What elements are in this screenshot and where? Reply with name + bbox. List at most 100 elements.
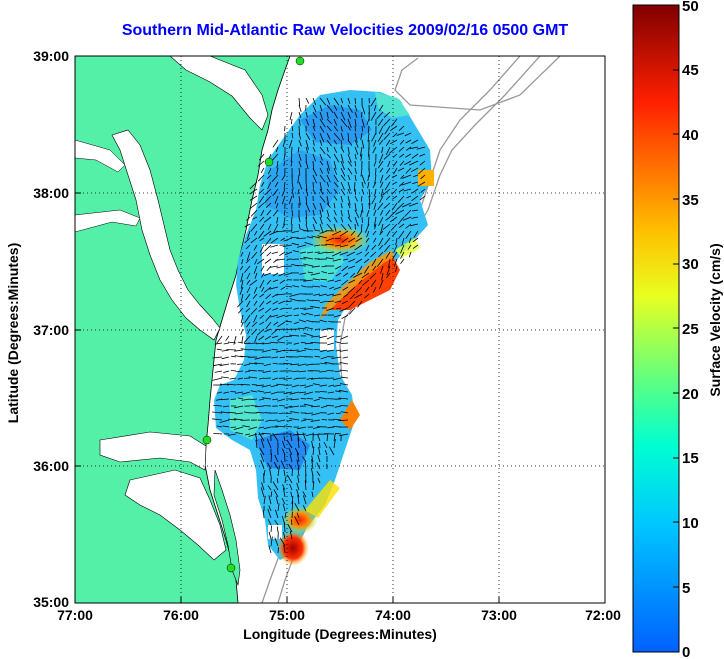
- velocity-arrow: [298, 327, 307, 330]
- velocity-arrow: [249, 202, 258, 210]
- velocity-arrow: [313, 314, 321, 317]
- velocity-arrow: [319, 370, 328, 373]
- velocity-arrow: [326, 132, 331, 140]
- velocity-arrow: [284, 251, 293, 256]
- velocity-arrow: [264, 335, 272, 341]
- velocity-arrow: [297, 468, 300, 477]
- velocity-arrow: [290, 411, 300, 414]
- velocity-arrow: [263, 286, 272, 293]
- velocity-arrow: [260, 487, 265, 498]
- velocity-arrow: [241, 321, 244, 327]
- velocity-arrow: [304, 448, 307, 456]
- velocity-arrow: [381, 272, 384, 281]
- velocity-arrow: [251, 321, 258, 327]
- velocity-arrow: [219, 383, 230, 386]
- velocity-arrow: [333, 153, 340, 163]
- velocity-arrow: [385, 146, 391, 155]
- velocity-arrow: [282, 223, 286, 229]
- velocity-arrow: [368, 195, 371, 206]
- velocity-arrow: [364, 293, 370, 299]
- velocity-arrow: [412, 209, 419, 212]
- velocity-arrow: [311, 440, 314, 449]
- velocity-arrow: [272, 398, 279, 401]
- velocity-arrow: [254, 230, 258, 236]
- velocity-arrow: [326, 118, 332, 125]
- velocity-arrow: [246, 286, 251, 294]
- velocity-arrow: [386, 230, 391, 237]
- velocity-arrow: [378, 279, 384, 290]
- velocity-arrow: [333, 146, 338, 153]
- velocity-arrow: [354, 223, 356, 230]
- velocity-arrow: [302, 491, 307, 498]
- velocity-arrow: [339, 244, 349, 248]
- velocity-arrow: [313, 293, 321, 296]
- velocity-arrow: [258, 426, 265, 429]
- velocity-arrow: [391, 195, 398, 200]
- velocity-arrow: [378, 104, 384, 112]
- velocity-arrow: [272, 139, 279, 148]
- velocity-arrow: [261, 272, 265, 278]
- velocity-arrow: [297, 494, 300, 505]
- velocity-arrow: [328, 272, 335, 274]
- velocity-arrow: [270, 384, 279, 388]
- velocity-arrow: [319, 195, 326, 203]
- velocity-arrow: [294, 503, 300, 512]
- velocity-arrow: [347, 167, 353, 175]
- velocity-arrow: [380, 223, 384, 234]
- velocity-arrow: [273, 489, 279, 498]
- velocity-arrow: [339, 230, 349, 237]
- velocity-arrow: [340, 405, 349, 407]
- velocity-arrow: [340, 216, 344, 223]
- velocity-arrow: [277, 419, 286, 422]
- velocity-arrow: [237, 377, 244, 380]
- velocity-arrow: [400, 174, 405, 180]
- velocity-arrow: [263, 469, 266, 477]
- velocity-arrow: [213, 363, 223, 367]
- velocity-arrow: [303, 332, 314, 337]
- velocity-arrow: [373, 104, 377, 112]
- velocity-arrow: [406, 146, 412, 151]
- velocity-arrow: [396, 202, 405, 210]
- velocity-arrow: [298, 319, 307, 323]
- velocity-arrow: [398, 223, 405, 229]
- velocity-arrow: [275, 509, 279, 519]
- velocity-arrow: [331, 356, 342, 359]
- velocity-arrow: [283, 469, 286, 477]
- velocity-arrow: [377, 160, 384, 169]
- velocity-arrow: [311, 412, 321, 416]
- velocity-arrow: [334, 370, 342, 372]
- velocity-arrow: [302, 432, 307, 442]
- velocity-arrow: [286, 439, 293, 449]
- velocity-arrow: [405, 153, 412, 158]
- velocity-arrow: [326, 216, 332, 223]
- velocity-arrow: [368, 188, 371, 197]
- velocity-arrow: [401, 237, 405, 246]
- velocity-arrow: [290, 160, 293, 167]
- velocity-arrow: [265, 202, 272, 208]
- velocity-arrow: [305, 160, 309, 170]
- velocity-arrow: [245, 370, 251, 373]
- velocity-arrow: [390, 125, 398, 132]
- velocity-arrow: [289, 418, 300, 421]
- velocity-arrow: [275, 146, 279, 152]
- velocity-arrow: [378, 153, 384, 164]
- velocity-arrow: [291, 125, 294, 132]
- velocity-arrow: [399, 139, 405, 145]
- velocity-arrow: [300, 313, 307, 316]
- velocity-arrow: [291, 242, 300, 246]
- velocity-arrow: [289, 334, 300, 337]
- colorbar-tick-label: 10: [682, 515, 699, 532]
- velocity-arrow: [410, 223, 419, 227]
- velocity-arrow: [385, 174, 391, 181]
- velocity-arrow: [361, 118, 365, 128]
- velocity-arrow: [313, 349, 321, 351]
- velocity-arrow: [303, 263, 314, 267]
- velocity-arrow: [334, 244, 342, 247]
- velocity-arrow: [250, 223, 258, 232]
- velocity-arrow: [250, 209, 258, 217]
- velocity-arrow: [361, 139, 365, 149]
- velocity-arrow: [333, 377, 342, 381]
- velocity-arrow: [310, 419, 321, 422]
- velocity-arrow: [382, 223, 391, 231]
- velocity-arrow: [366, 118, 370, 126]
